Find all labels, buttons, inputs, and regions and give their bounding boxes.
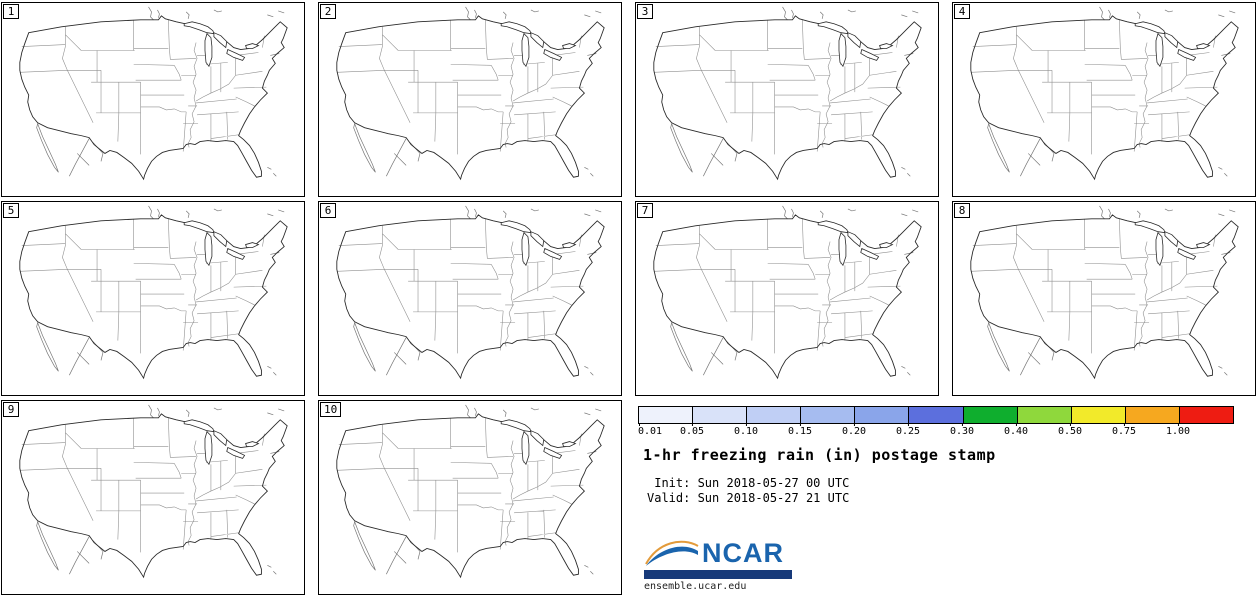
panel-number-badge: 5 (3, 203, 19, 218)
colorbar-segment-5 (909, 407, 964, 423)
map-panel-10: 10 (318, 400, 622, 595)
colorbar-tick-label: 0.20 (841, 423, 867, 437)
ncar-logo-top: NCAR (644, 532, 794, 568)
us-map (653, 6, 922, 180)
us-map (970, 205, 1239, 379)
ncar-wordmark: NCAR (702, 538, 784, 568)
colorbar-tick-label: 0.75 (1111, 423, 1137, 437)
us-map (336, 404, 605, 578)
map-panel-2: 2 (318, 2, 622, 197)
ncar-logo: NCAR ensemble.ucar.edu (644, 532, 794, 592)
colorbar-tick-label: 0.25 (895, 423, 921, 437)
panel-number-badge: 2 (320, 4, 336, 19)
colorbar-segment-1 (693, 407, 748, 423)
colorbar-tick-label: 0.05 (679, 423, 705, 437)
init-line: Init: Sun 2018-05-27 00 UTC (647, 476, 850, 490)
colorbar-tick-label: 0.10 (733, 423, 759, 437)
us-map (970, 6, 1239, 180)
panel-number-badge: 4 (954, 4, 970, 19)
panel-number-badge: 7 (637, 203, 653, 218)
colorbar-tick-label: 0.30 (949, 423, 975, 437)
map-panel-6: 6 (318, 201, 622, 396)
us-map (336, 205, 605, 379)
map-panel-3: 3 (635, 2, 939, 197)
colorbar-tick-label: 1.00 (1165, 423, 1191, 437)
us-map (653, 205, 922, 379)
colorbar-segment-6 (963, 407, 1018, 423)
panel-number-badge: 9 (3, 402, 19, 417)
us-map (19, 404, 288, 578)
map-panel-9: 9 (1, 400, 305, 595)
map-panel-1: 1 (1, 2, 305, 197)
map-panel-7: 7 (635, 201, 939, 396)
colorbar-tick-label: 0.01 (638, 423, 663, 437)
panel-number-badge: 3 (637, 4, 653, 19)
colorbar-tick-label: 0.50 (1057, 423, 1083, 437)
colorbar (638, 406, 1234, 424)
colorbar-segment-4 (855, 407, 910, 423)
panel-number-badge: 10 (320, 402, 342, 417)
us-map (336, 6, 605, 180)
chart-title: 1-hr freezing rain (in) postage stamp (643, 446, 996, 464)
colorbar-segment-9 (1125, 407, 1180, 423)
map-panel-8: 8 (952, 201, 1256, 396)
legend-info-panel: 0.01 0.05 0.10 0.15 0.20 0.25 0.30 0.40 0.50 0.75… (635, 400, 1256, 595)
panel-number-badge: 8 (954, 203, 970, 218)
ncar-logo-bar (644, 570, 792, 579)
colorbar-ticks: 0.01 0.05 0.10 0.15 0.20 0.25 0.30 0.40 0.50 0.75… (638, 423, 1232, 437)
colorbar-segment-7 (1017, 407, 1072, 423)
map-panel-5: 5 (1, 201, 305, 396)
colorbar-segment-8 (1071, 407, 1126, 423)
colorbar-tick-label: 0.40 (1003, 423, 1029, 437)
us-map (19, 6, 288, 180)
colorbar-segment-10 (1179, 407, 1234, 423)
colorbar-segment-3 (801, 407, 856, 423)
colorbar-tick-label: 0.15 (787, 423, 813, 437)
site-url: ensemble.ucar.edu (644, 581, 747, 592)
panel-number-badge: 1 (3, 4, 19, 19)
colorbar-segment-0 (639, 407, 694, 423)
us-map (19, 205, 288, 379)
panel-number-badge: 6 (320, 203, 336, 218)
colorbar-segment-2 (747, 407, 802, 423)
map-panel-4: 4 (952, 2, 1256, 197)
valid-line: Valid: Sun 2018-05-27 21 UTC (647, 491, 850, 505)
ncar-swoosh-icon (645, 540, 699, 566)
